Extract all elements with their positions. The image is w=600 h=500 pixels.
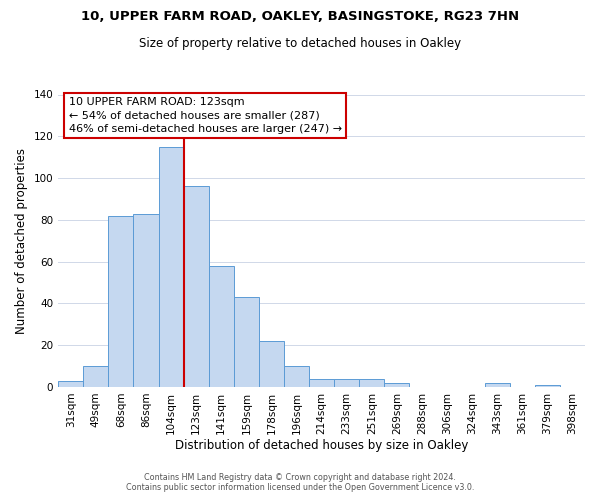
Bar [359, 378, 385, 387]
Bar [485, 383, 510, 387]
Text: Size of property relative to detached houses in Oakley: Size of property relative to detached ho… [139, 38, 461, 51]
Bar [309, 378, 334, 387]
X-axis label: Distribution of detached houses by size in Oakley: Distribution of detached houses by size … [175, 440, 468, 452]
Bar [259, 341, 284, 387]
Text: Contains HM Land Registry data © Crown copyright and database right 2024.
Contai: Contains HM Land Registry data © Crown c… [126, 473, 474, 492]
Bar [334, 378, 359, 387]
Bar [284, 366, 309, 387]
Bar [133, 214, 158, 387]
Bar [83, 366, 109, 387]
Y-axis label: Number of detached properties: Number of detached properties [15, 148, 28, 334]
Bar [58, 380, 83, 387]
Bar [385, 383, 409, 387]
Bar [535, 385, 560, 387]
Text: 10, UPPER FARM ROAD, OAKLEY, BASINGSTOKE, RG23 7HN: 10, UPPER FARM ROAD, OAKLEY, BASINGSTOKE… [81, 10, 519, 23]
Bar [184, 186, 209, 387]
Text: 10 UPPER FARM ROAD: 123sqm
← 54% of detached houses are smaller (287)
46% of sem: 10 UPPER FARM ROAD: 123sqm ← 54% of deta… [69, 98, 342, 134]
Bar [234, 297, 259, 387]
Bar [158, 146, 184, 387]
Bar [209, 266, 234, 387]
Bar [109, 216, 133, 387]
